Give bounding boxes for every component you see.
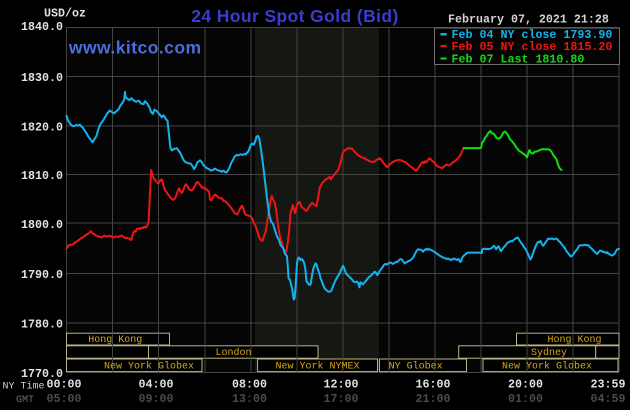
svg-text:Feb 05 NY close 1815.20: Feb 05 NY close 1815.20 (452, 40, 613, 54)
svg-text:New York NYMEX: New York NYMEX (276, 361, 360, 373)
svg-text:20:00: 20:00 (508, 378, 543, 392)
svg-text:1830.0: 1830.0 (21, 71, 63, 85)
svg-text:01:00: 01:00 (508, 392, 543, 406)
svg-text:04:59: 04:59 (591, 392, 626, 406)
svg-text:1780.0: 1780.0 (21, 318, 63, 332)
svg-text:NY Globex: NY Globex (389, 361, 443, 373)
svg-text:24 Hour Spot Gold (Bid): 24 Hour Spot Gold (Bid) (191, 6, 398, 26)
svg-text:23:59: 23:59 (591, 378, 626, 392)
svg-text:February 07, 2021 21:28: February 07, 2021 21:28 (448, 13, 609, 27)
svg-text:Feb 04 NY close 1793.90: Feb 04 NY close 1793.90 (452, 28, 613, 42)
svg-text:1820.0: 1820.0 (21, 121, 63, 135)
svg-text:09:00: 09:00 (139, 392, 174, 406)
svg-text:New York Globex: New York Globex (104, 361, 194, 373)
svg-text:USD/oz: USD/oz (44, 7, 86, 21)
svg-text:1800.0: 1800.0 (21, 218, 63, 232)
svg-text:13:00: 13:00 (232, 392, 267, 406)
svg-text:Hong Kong: Hong Kong (548, 335, 602, 346)
svg-text:12:00: 12:00 (324, 378, 359, 392)
svg-text:00:00: 00:00 (47, 378, 82, 392)
svg-text:16:00: 16:00 (416, 378, 451, 392)
svg-text:1810.0: 1810.0 (21, 169, 63, 183)
svg-text:NY Time: NY Time (3, 381, 45, 393)
svg-text:1790.0: 1790.0 (21, 268, 63, 282)
svg-text:04:00: 04:00 (139, 378, 174, 392)
svg-text:www.kitco.com: www.kitco.com (68, 37, 202, 57)
svg-text:05:00: 05:00 (47, 392, 82, 406)
svg-text:1770.0: 1770.0 (21, 367, 63, 381)
svg-text:Feb 07 Last 1810.80: Feb 07 Last 1810.80 (452, 52, 585, 66)
svg-text:London: London (216, 347, 252, 359)
svg-text:08:00: 08:00 (232, 378, 267, 392)
svg-text:17:00: 17:00 (324, 392, 359, 406)
svg-text:1840.0: 1840.0 (21, 20, 63, 34)
svg-text:GMT: GMT (16, 395, 34, 406)
svg-text:21:00: 21:00 (416, 392, 451, 406)
svg-text:New York Globex: New York Globex (502, 361, 592, 373)
svg-text:Hong Kong: Hong Kong (88, 335, 142, 346)
svg-text:Sydney: Sydney (531, 347, 567, 359)
